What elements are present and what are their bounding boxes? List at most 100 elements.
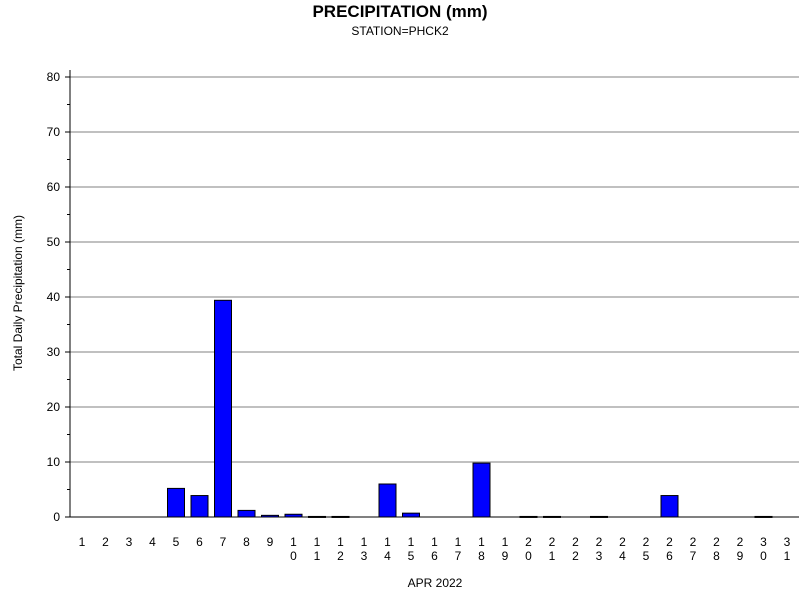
x-tick-digit: 1 [455,535,462,549]
chart-subtitle: STATION=PHCK2 [351,24,449,38]
x-tick-digit: 1 [431,535,438,549]
y-tick-labels: 0 10 20 30 40 50 60 70 80 [47,70,70,524]
x-tick-digit: 3 [784,535,791,549]
x-tick-digit: 2 [619,535,626,549]
axes [69,70,799,518]
y-tick-label: 70 [47,125,61,139]
x-tick-digit: 7 [455,549,462,563]
x-tick-label: 1 [79,535,86,549]
x-tick-label: 3 [126,535,133,549]
x-tick-digit: 2 [337,549,344,563]
x-tick-label: 8 [243,535,250,549]
x-tick-digit: 1 [337,535,344,549]
x-tick-digit: 2 [666,535,673,549]
y-tick-label: 60 [47,180,61,194]
x-tick-labels: 1 2 3 4 5 6 7 8 9 1 01 11 21 31 41 51 61 71 81 92 02 12 22 32 42… [79,535,791,563]
x-tick-digit: 1 [502,535,509,549]
x-tick-digit: 1 [784,549,791,563]
gridlines [70,76,799,463]
x-tick-digit: 6 [666,549,673,563]
x-tick-digit: 1 [290,535,297,549]
x-tick-digit: 6 [431,549,438,563]
x-tick-digit: 3 [596,549,603,563]
x-tick-digit: 4 [619,549,626,563]
x-tick-digit: 3 [760,535,767,549]
y-tick-label: 0 [53,510,60,524]
x-tick-label: 2 [102,535,109,549]
x-tick-digit: 0 [760,549,767,563]
x-tick-digit: 2 [596,535,603,549]
x-tick-digit: 5 [643,549,650,563]
y-tick-label: 50 [47,235,61,249]
x-tick-digit: 8 [478,549,485,563]
x-tick-label: 9 [267,535,274,549]
y-tick-label: 20 [47,400,61,414]
x-tick-label: 4 [149,535,156,549]
x-tick-digit: 1 [314,549,321,563]
bars [167,299,773,518]
bar [190,495,209,518]
x-tick-digit: 0 [290,549,297,563]
x-tick-digit: 1 [361,535,368,549]
x-tick-label: 7 [220,535,227,549]
bar [214,299,232,518]
x-tick-digit: 5 [408,549,415,563]
x-tick-digit: 2 [737,535,744,549]
x-tick-digit: 8 [713,549,720,563]
x-tick-digit: 2 [525,535,532,549]
x-tick-digit: 9 [737,549,744,563]
y-tick-label: 30 [47,345,61,359]
chart-title: PRECIPITATION (mm) [312,2,487,21]
x-tick-digit: 1 [384,535,391,549]
bar [472,462,491,518]
x-tick-digit: 2 [549,535,556,549]
x-tick-digit: 2 [643,535,650,549]
x-tick-digit: 1 [478,535,485,549]
x-tick-digit: 0 [525,549,532,563]
x-tick-label: 6 [196,535,203,549]
x-tick-digit: 1 [549,549,556,563]
y-tick-label: 40 [47,290,61,304]
x-tick-digit: 2 [572,535,579,549]
x-tick-digit: 2 [690,535,697,549]
x-tick-digit: 2 [713,535,720,549]
y-tick-label: 10 [47,455,61,469]
x-tick-digit: 1 [314,535,321,549]
x-tick-digit: 3 [361,549,368,563]
x-tick-digit: 4 [384,549,391,563]
bar [378,483,397,518]
bar [167,487,185,518]
bar [237,509,256,518]
bar [660,495,679,518]
y-axis-label: Total Daily Precipitation (mm) [11,215,25,371]
x-axis-label: APR 2022 [408,576,463,590]
x-tick-digit: 1 [408,535,415,549]
x-tick-digit: 9 [502,549,509,563]
x-tick-label: 5 [173,535,180,549]
x-tick-digit: 2 [572,549,579,563]
bar [402,512,420,518]
